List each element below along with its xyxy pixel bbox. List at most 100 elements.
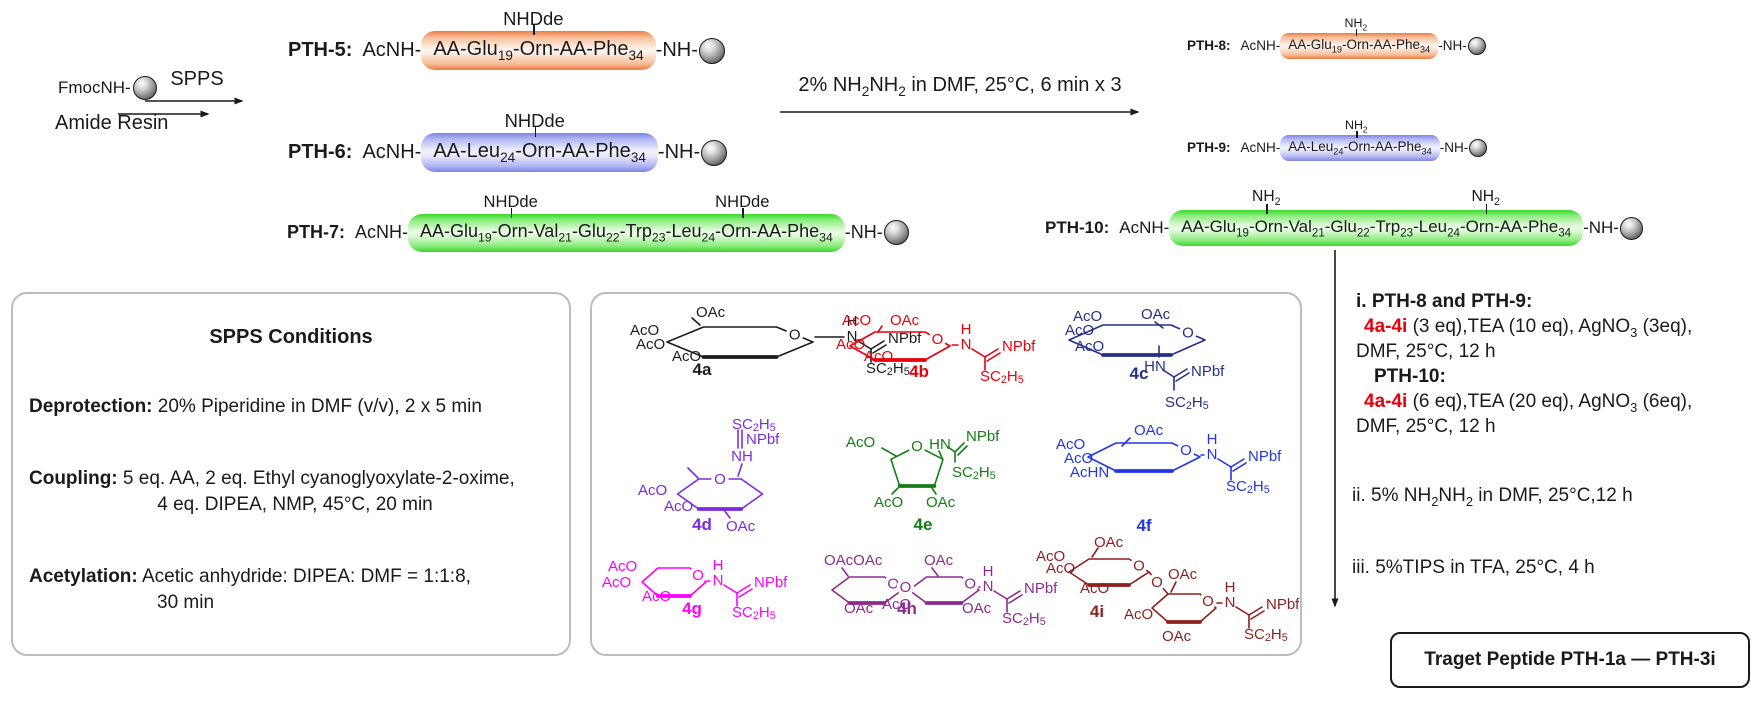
svg-text:OAcOAc: OAcOAc — [824, 552, 883, 569]
resin-bead-icon — [698, 37, 725, 64]
svg-text:AcO: AcO — [602, 574, 631, 591]
svg-text:O: O — [911, 438, 923, 455]
svg-text:O: O — [789, 326, 801, 343]
step-i-head: i. PTH-8 and PTH-9: — [1356, 291, 1533, 312]
svg-text:AcO: AcO — [642, 588, 671, 605]
sequence-prefix: AcNH- — [1240, 140, 1281, 156]
resin-bead-icon — [1469, 138, 1488, 157]
svg-text:OAc: OAc — [726, 518, 756, 535]
side-chain-tag: NH2 — [1252, 188, 1281, 209]
svg-text:AcO: AcO — [636, 336, 665, 353]
donors-ref-red-2: 4a-4i — [1364, 391, 1408, 412]
svg-text:AcO: AcO — [1046, 560, 1075, 577]
svg-text:O: O — [1202, 593, 1214, 610]
resin-bead-icon — [132, 76, 157, 100]
target-peptide-box: Traget Peptide PTH-1a — PTH-3i — [1390, 632, 1750, 688]
resin-bead-icon — [1619, 216, 1643, 240]
compound-4e-structure: O AcO AcO OAc HN NPbf SC2H5 — [840, 422, 1035, 540]
step-i-head2: PTH-10: — [1374, 366, 1446, 387]
side-chain-tags: NH2 NH2 — [1045, 188, 1643, 214]
peptide-id-label: PTH-8: — [1187, 38, 1231, 54]
svg-text:SC2H5: SC2H5 — [732, 604, 776, 623]
peptide-id-label: PTH-10: — [1045, 218, 1110, 238]
svg-text:O: O — [1151, 574, 1163, 591]
sequence-suffix: -NH- — [657, 141, 701, 163]
svg-text:O: O — [900, 579, 912, 596]
svg-text:AcHN: AcHN — [1070, 464, 1109, 481]
svg-text:NH: NH — [731, 448, 753, 465]
sequence-pill: AA-Glu19-Orn-AA-Phe34 — [421, 31, 656, 70]
side-chain-bond — [1266, 204, 1268, 214]
sequence-prefix: AcNH- — [1240, 38, 1281, 54]
side-chain-tag: NH2 — [1344, 16, 1368, 33]
svg-text:N: N — [847, 328, 858, 345]
svg-text:SC2H5: SC2H5 — [1002, 610, 1046, 629]
svg-text:NPbf: NPbf — [966, 428, 1000, 445]
side-chain-tag: NH2 — [1471, 188, 1500, 209]
amide-resin-label: Amide Resin — [55, 112, 169, 134]
svg-text:OAc: OAc — [1141, 306, 1171, 323]
svg-text:N: N — [983, 578, 994, 595]
sequence-pill: AA-Glu19-Orn-AA-Phe34 — [1280, 33, 1439, 59]
svg-text:AcO: AcO — [1124, 606, 1153, 623]
step-ii-line: ii. 5% NH2NH2 in DMF, 25°C,12 h — [1352, 485, 1633, 509]
sequence-prefix: AcNH- — [1119, 218, 1170, 238]
svg-text:NPbf: NPbf — [888, 330, 922, 347]
svg-text:OAc: OAc — [924, 552, 954, 569]
peptide-pth-10: NH2 NH2 PTH-10: AcNH- AA-Glu19-Orn-Val21-Glu… — [1045, 188, 1643, 247]
side-chain-tag: NH2 — [1345, 118, 1368, 135]
acetylation-text-2: 30 min — [157, 592, 215, 613]
side-chain-tags: NHDde NHDde — [287, 192, 909, 218]
svg-text:AcO: AcO — [1064, 450, 1093, 467]
compound-4g-structure: O AcO AcO AcO H N NPbf SC2H5 — [600, 544, 822, 632]
svg-text:AcO: AcO — [874, 494, 903, 511]
sequence-prefix: AcNH- — [362, 141, 422, 163]
compound-4f-structure: O OAc AcO AcO AcHN H N NPbf SC2H5 — [1044, 420, 1300, 542]
step-i-line3-text: (6 eq),TEA (20 eq), AgNO3 (6eq), — [1407, 391, 1693, 415]
peptide-id-label: PTH-5: — [288, 39, 353, 61]
step-i-line3: 4a-4i (6 eq),TEA (20 eq), AgNO3 (6eq), — [1364, 391, 1692, 415]
peptide-id-label: PTH-9: — [1187, 140, 1231, 156]
svg-text:AcO: AcO — [864, 348, 893, 365]
svg-text:H: H — [1225, 579, 1236, 596]
svg-text:SC2H5: SC2H5 — [732, 416, 776, 435]
hydrazine-arrow-label: 2% NH2NH2 in DMF, 25°C, 6 min x 3 — [798, 74, 1122, 99]
side-chain-tags: NH2 — [1187, 118, 1487, 138]
svg-text:AcO: AcO — [1075, 338, 1104, 355]
compound-4h-label: 4h — [897, 599, 917, 618]
svg-text:OAc: OAc — [696, 304, 726, 321]
side-chain-bond — [534, 127, 537, 137]
side-chain-bond — [510, 208, 513, 218]
svg-text:NPbf: NPbf — [1191, 363, 1225, 380]
compound-4b-label: 4b — [909, 362, 929, 381]
svg-text:OAc: OAc — [1094, 534, 1124, 551]
spps-arrow-label: SPPS — [170, 68, 224, 90]
svg-text:N: N — [1207, 446, 1218, 463]
compound-4g-label: 4g — [682, 599, 702, 618]
side-chain-bond — [1356, 131, 1358, 138]
sequence-pill: AA-Leu24-Orn-AA-Phe34 — [1280, 135, 1440, 161]
svg-text:O: O — [964, 575, 976, 592]
sequence-suffix: -NH- — [1583, 218, 1619, 238]
svg-text:SC2H5: SC2H5 — [1165, 394, 1209, 413]
side-chain-tags: NHDde — [288, 110, 727, 137]
svg-text:AcO: AcO — [630, 322, 659, 339]
svg-text:H: H — [847, 313, 858, 330]
svg-text:OAc: OAc — [1134, 422, 1164, 439]
step-iii-line: iii. 5%TIPS in TFA, 25°C, 4 h — [1352, 557, 1595, 578]
acetylation-head: Acetylation: — [29, 566, 138, 587]
svg-text:H: H — [983, 563, 994, 580]
svg-text:O: O — [714, 471, 726, 488]
sequence-suffix: -NH- — [655, 39, 698, 61]
step-i-line4: DMF, 25°C, 12 h — [1356, 416, 1496, 437]
deprotection-head: Deprotection: — [29, 396, 153, 417]
svg-text:H: H — [713, 557, 724, 574]
svg-text:AcO: AcO — [1080, 580, 1109, 597]
svg-text:AcO: AcO — [608, 558, 637, 575]
resin-bead-icon — [883, 220, 909, 246]
compound-4b-structure: O AcO OAc AcO AcO H N NPbf SC2H5 — [834, 302, 1069, 398]
svg-text:OAc: OAc — [1162, 628, 1192, 645]
svg-text:SC2H5: SC2H5 — [952, 464, 996, 483]
coupling-text-2: 4 eq. DIPEA, NMP, 45°C, 20 min — [157, 494, 433, 515]
compound-4i-structure: O O O OAc AcO AcO AcO OAc AcO OAc H N NPbf SC2H5 — [1024, 516, 1300, 648]
